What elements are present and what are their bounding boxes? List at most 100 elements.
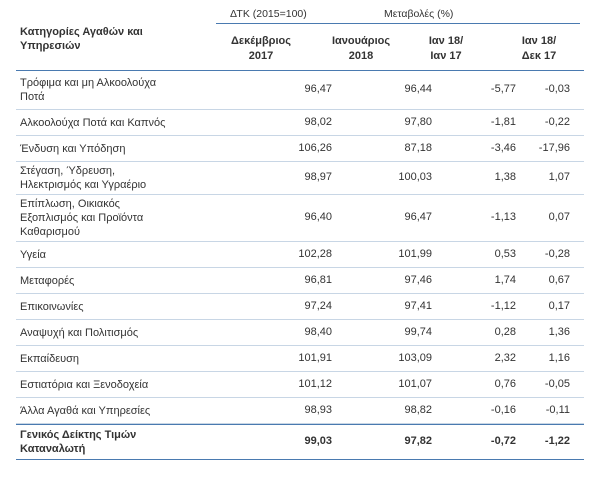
table-row: Τρόφιμα και μη Αλκοολούχα Ποτά 96,47 96,44 -…	[16, 71, 584, 110]
cell-dec17: 101,91	[298, 352, 332, 364]
col-yoy-header: Ιαν 18/ Ιαν 17	[401, 34, 491, 64]
row-label-line: Άλλα Αγαθά και Υπηρεσίες	[20, 405, 151, 417]
cell-jan18: 97,46	[404, 274, 432, 286]
row-label-line: Τρόφιμα και μη Αλκοολούχα	[20, 77, 157, 89]
col-yoy-line2: Ιαν 17	[430, 50, 462, 62]
row-label: Επίπλωση, Οικιακός Εξοπλισμός και Προϊόντ…	[20, 197, 143, 239]
cell-dec17: 101,12	[298, 378, 332, 390]
table-row: Επίπλωση, Οικιακός Εξοπλισμός και Προϊόντ…	[16, 195, 584, 242]
row-label-line: Ένδυση και Υπόδηση	[20, 143, 126, 155]
cell-yoy: 0,53	[494, 248, 516, 260]
col-jan18-line1: Ιανουάριος	[331, 35, 391, 47]
col-mom-line2: Δεκ 17	[521, 50, 557, 62]
row-label: Τρόφιμα και μη Αλκοολούχα Ποτά	[20, 76, 156, 104]
cell-mom: 0,07	[548, 211, 570, 223]
cell-mom: -0,22	[544, 116, 570, 128]
table-row: Ένδυση και Υπόδηση 106,26 87,18 -3,46 -17,96	[16, 136, 584, 162]
cell-dec17: 98,93	[304, 404, 332, 416]
row-label: Αλκοολούχα Ποτά και Καπνός	[20, 116, 165, 130]
cell-dec17: 99,03	[304, 435, 332, 447]
cell-yoy: 0,76	[494, 378, 516, 390]
row-label-line: Στέγαση, Ύδρευση,	[20, 165, 116, 177]
cell-yoy: 0,28	[494, 326, 516, 338]
changes-group-header: Μεταβολές (%)	[384, 8, 454, 20]
row-label-line: Εκπαίδευση	[20, 353, 80, 365]
cell-yoy: -1,12	[490, 300, 516, 312]
row-label-line: Επικοινωνίες	[20, 301, 84, 313]
cell-yoy: -0,16	[490, 404, 516, 416]
row-label-line: Μεταφορές	[20, 275, 75, 287]
dtk-group-rule	[216, 23, 396, 24]
cell-yoy: -0,72	[490, 435, 516, 447]
cell-jan18: 99,74	[404, 326, 432, 338]
cell-jan18: 98,82	[404, 404, 432, 416]
cell-yoy: 1,38	[494, 171, 516, 183]
row-label: Επικοινωνίες	[20, 300, 84, 314]
row-label: Άλλα Αγαθά και Υπηρεσίες	[20, 404, 150, 418]
row-label-line: Εστιατόρια και Ξενοδοχεία	[20, 379, 149, 391]
cell-yoy: 2,32	[494, 352, 516, 364]
cell-jan18: 100,03	[398, 171, 432, 183]
table-row: Άλλα Αγαθά και Υπηρεσίες 98,93 98,82 -0,16 -…	[16, 398, 584, 424]
table-row: Εκπαίδευση 101,91 103,09 2,32 1,16	[16, 346, 584, 372]
cell-mom: -0,28	[544, 248, 570, 260]
table-row: Αναψυχή και Πολιτισμός 98,40 99,74 0,28 1,36	[16, 320, 584, 346]
col-yoy-line1: Ιαν 18/	[428, 35, 464, 47]
row-label: Υγεία	[20, 248, 46, 262]
cell-jan18: 96,47	[404, 211, 432, 223]
table-body: Τρόφιμα και μη Αλκοολούχα Ποτά 96,47 96,44 -…	[16, 71, 584, 460]
row-label-line: Εξοπλισμός και Προϊόντα	[20, 212, 144, 224]
col-dec17-header: Δεκέμβριος 2017	[216, 34, 306, 64]
cell-yoy: -1,81	[490, 116, 516, 128]
col-mom-header: Ιαν 18/ Δεκ 17	[494, 34, 584, 64]
category-header: Κατηγορίες Αγαθών και Υπηρεσιών	[20, 25, 143, 53]
cell-jan18: 97,41	[404, 300, 432, 312]
table-row: Μεταφορές 96,81 97,46 1,74 0,67	[16, 268, 584, 294]
cell-yoy: -5,77	[490, 83, 516, 95]
row-label: Μεταφορές	[20, 274, 74, 288]
cell-mom: 1,07	[548, 171, 570, 183]
cell-jan18: 103,09	[398, 352, 432, 364]
cell-jan18: 87,18	[404, 142, 432, 154]
cell-mom: 1,36	[548, 326, 570, 338]
row-label-line: Υγεία	[20, 249, 47, 261]
changes-group-rule	[396, 23, 580, 24]
cell-jan18: 96,44	[404, 83, 432, 95]
cell-jan18: 101,07	[398, 378, 432, 390]
row-label-line: Ποτά	[20, 91, 45, 103]
cell-dec17: 102,28	[298, 248, 332, 260]
row-label-line: Αναψυχή και Πολιτισμός	[20, 327, 139, 339]
row-label: Στέγαση, Ύδρευση, Ηλεκτρισμός και Υγραέρι…	[20, 164, 146, 192]
column-header-row: Κατηγορίες Αγαθών και Υπηρεσιών Δεκέμβρι…	[16, 24, 584, 71]
table-row: Υγεία 102,28 101,99 0,53 -0,28	[16, 242, 584, 268]
cell-dec17: 97,24	[304, 300, 332, 312]
cell-mom: -17,96	[538, 142, 570, 154]
cell-dec17: 96,47	[304, 83, 332, 95]
cell-mom: 1,16	[548, 352, 570, 364]
row-label: Ένδυση και Υπόδηση	[20, 142, 125, 156]
cell-mom: -0,11	[545, 404, 570, 416]
cell-mom: 0,17	[548, 300, 570, 312]
cell-jan18: 97,80	[404, 116, 432, 128]
category-header-line1: Κατηγορίες Αγαθών και	[20, 26, 143, 38]
table-row: Στέγαση, Ύδρευση, Ηλεκτρισμός και Υγραέρι…	[16, 162, 584, 195]
row-label-line: Καταναλωτή	[20, 443, 86, 455]
cell-dec17: 98,97	[304, 171, 332, 183]
row-label-line: Αλκοολούχα Ποτά και Καπνός	[20, 117, 166, 129]
header-group-row: ΔΤΚ (2015=100) Μεταβολές (%)	[16, 6, 584, 24]
table-row: Εστιατόρια και Ξενοδοχεία 101,12 101,07 0,7…	[16, 372, 584, 398]
row-label-line: Γενικός Δείκτης Τιμών	[20, 429, 137, 441]
row-label: Αναψυχή και Πολιτισμός	[20, 326, 138, 340]
col-mom-line1: Ιαν 18/	[521, 35, 557, 47]
col-dec17-line2: 2017	[248, 50, 274, 62]
cell-mom: -0,05	[544, 378, 570, 390]
cell-dec17: 98,40	[304, 326, 332, 338]
row-label: Γενικός Δείκτης Τιμών Καταναλωτή	[20, 428, 136, 456]
col-jan18-line2: 2018	[348, 50, 374, 62]
cell-mom: 0,67	[548, 274, 570, 286]
table-row: Επικοινωνίες 97,24 97,41 -1,12 0,17	[16, 294, 584, 320]
cell-yoy: -3,46	[490, 142, 516, 154]
cell-dec17: 96,81	[304, 274, 332, 286]
cpi-table: ΔΤΚ (2015=100) Μεταβολές (%) Κατηγορίες …	[16, 6, 584, 460]
col-dec17-line1: Δεκέμβριος	[231, 35, 291, 47]
